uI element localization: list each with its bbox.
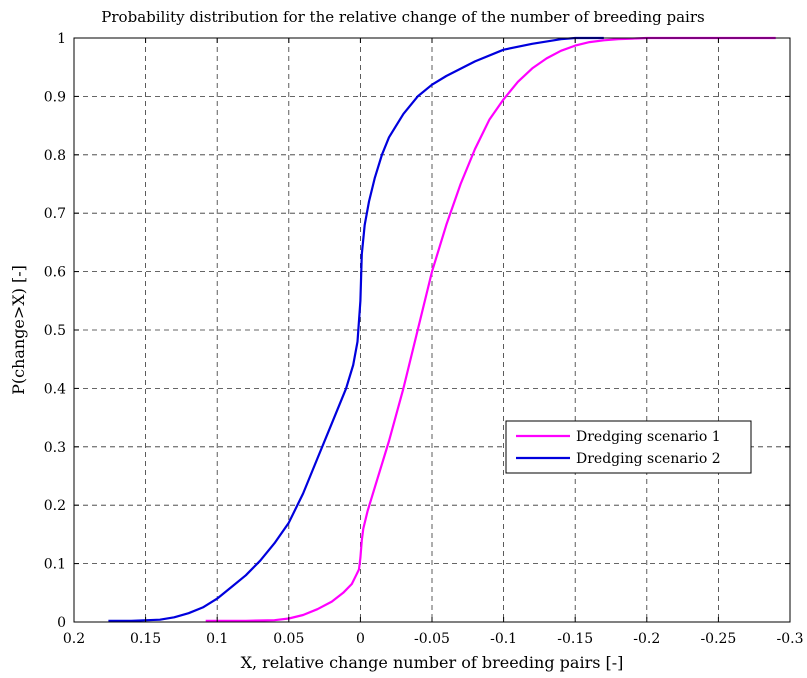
y-tick-label: 0.1 [44,557,66,573]
y-tick-label: 0 [57,615,66,631]
y-tick-label: 0.9 [44,89,66,105]
x-tick-label: -0.2 [633,631,660,647]
x-tick-label: -0.3 [777,631,804,647]
x-tick-label: -0.05 [414,631,450,647]
series-line-2 [108,36,604,622]
series-layer [108,36,776,622]
x-tick-label: 0.1 [206,631,228,647]
x-axis-label: X, relative change number of breeding pa… [241,653,624,672]
y-tick-label: 0.4 [44,381,66,397]
x-tick-label: -0.15 [557,631,593,647]
x-tick-label: 0.05 [273,631,304,647]
x-tick-label: -0.1 [490,631,517,647]
y-tick-label: 0.2 [44,498,66,514]
legend: Dredging scenario 1 Dredging scenario 2 [505,420,752,474]
grid-layer [74,38,790,622]
legend-label-2: Dredging scenario 2 [576,451,721,467]
x-tick-label: 0.15 [130,631,161,647]
tick-layer: 0.2 0.15 0.1 0.05 0 -0.05 -0.1 -0.15 -0.2 -0.25 -0… [44,31,804,647]
series-line-1 [205,36,776,622]
y-tick-label: 1 [57,31,66,47]
x-tick-label: -0.25 [700,631,736,647]
legend-box [505,420,752,474]
y-tick-label: 0.7 [44,206,66,222]
y-tick-label: 0.5 [44,323,66,339]
x-tick-label: 0.2 [63,631,85,647]
y-tick-label: 0.3 [44,440,66,456]
chart-title: Probability distribution for the relativ… [101,8,704,26]
y-tick-label: 0.8 [44,148,66,164]
y-tick-label: 0.6 [44,265,66,281]
legend-label-1: Dredging scenario 1 [576,429,721,445]
x-tick-label: 0 [356,631,365,647]
y-axis-label: P(change>X) [-] [9,265,28,395]
